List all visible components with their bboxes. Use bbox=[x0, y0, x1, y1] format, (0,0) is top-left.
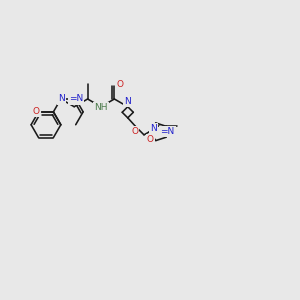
Text: N: N bbox=[58, 94, 64, 103]
Text: O: O bbox=[117, 80, 124, 89]
Text: =N: =N bbox=[69, 94, 83, 103]
Text: N: N bbox=[150, 124, 157, 133]
Text: =N: =N bbox=[160, 128, 175, 136]
Text: O: O bbox=[131, 127, 138, 136]
Text: N: N bbox=[124, 97, 131, 106]
Text: O: O bbox=[33, 107, 40, 116]
Text: NH: NH bbox=[94, 103, 108, 112]
Text: O: O bbox=[147, 135, 154, 144]
